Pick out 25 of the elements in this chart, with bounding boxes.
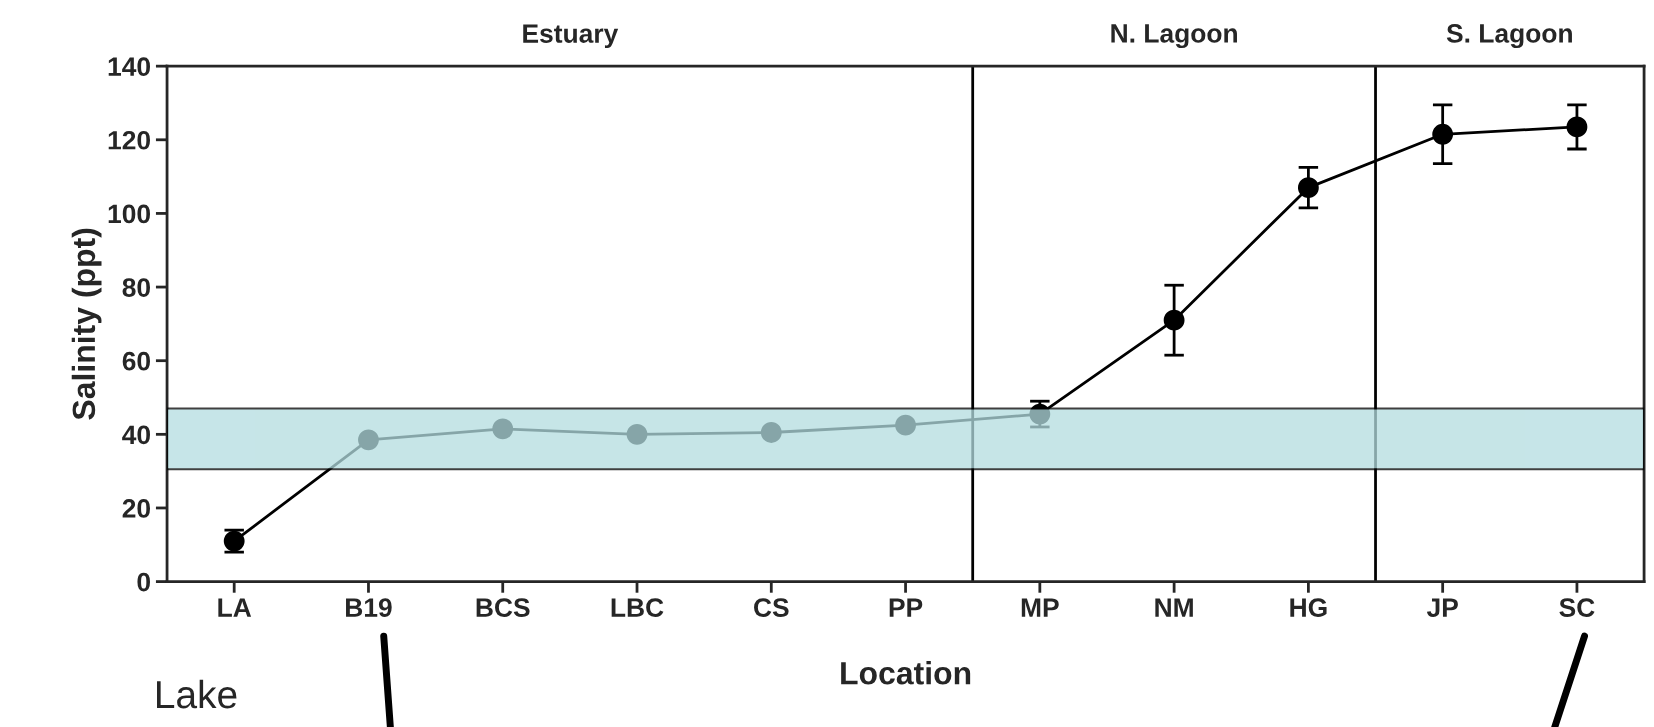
x-tick-label: PP <box>889 598 923 617</box>
x-axis-title: Location <box>841 661 971 685</box>
y-tick-label: 40 <box>122 425 150 445</box>
x-tick-label: JP <box>1426 598 1458 617</box>
x-tick-label: MP <box>1021 598 1059 617</box>
y-tick-label: 120 <box>108 130 150 150</box>
x-tick-label: LA <box>218 598 252 617</box>
y-tick-label: 60 <box>122 351 150 371</box>
text: N. Lagoon <box>1111 24 1237 49</box>
text: Estuary <box>523 24 619 49</box>
x-tick-label: NM <box>1155 598 1193 617</box>
text: Lake <box>157 679 237 709</box>
x-tick-label: B19 <box>346 598 392 617</box>
y-tick-label: 20 <box>122 499 150 518</box>
x-tick-label: LBC <box>611 598 664 617</box>
x-tick-label: HG <box>1290 598 1327 617</box>
y-tick-label: 100 <box>108 204 150 224</box>
y-axis-title: Salinity (ppt) <box>71 228 102 420</box>
x-tick-label: SC <box>1559 598 1595 617</box>
y-tick-label: 0 <box>137 572 150 592</box>
x-tick-label: CS <box>754 598 789 617</box>
text: S. Lagoon <box>1446 24 1572 49</box>
y-tick-label: 140 <box>108 57 150 76</box>
x-tick-label: BCS <box>476 598 530 617</box>
y-tick-label: 80 <box>122 278 150 297</box>
